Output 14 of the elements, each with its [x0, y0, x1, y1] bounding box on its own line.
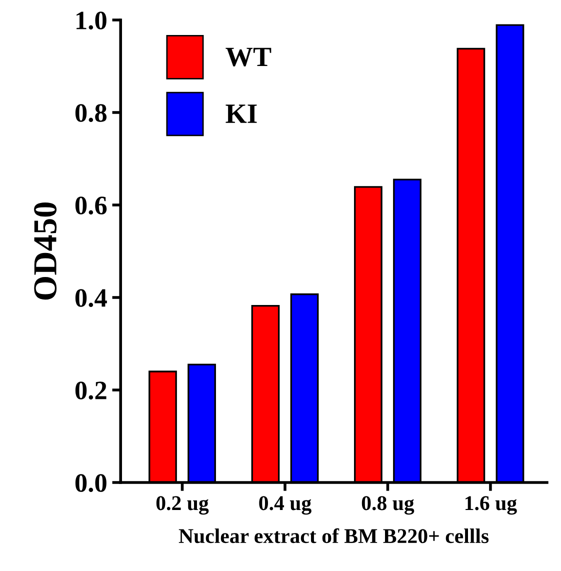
- y-tick-label: 0.2: [75, 382, 106, 400]
- legend-label: WT: [226, 48, 272, 66]
- y-tick-label: 1.0: [76, 12, 106, 30]
- y-tick-label: 0.0: [75, 474, 106, 492]
- x-axis-title: Nuclear extract of BM B220+ cellls: [178, 528, 489, 544]
- y-axis-title: OD450: [34, 202, 57, 300]
- x-tick-label: 1.6 ug: [466, 496, 517, 515]
- y-tick-label: 0.6: [75, 196, 107, 215]
- x-tick-label: 0.8 ug: [362, 496, 414, 515]
- x-tick-label: 0.2 ug: [156, 496, 209, 515]
- legend-label: KI: [226, 104, 257, 123]
- y-tick-label: 0.4: [75, 289, 107, 308]
- x-tick-label: 0.4 ug: [259, 496, 312, 515]
- y-tick-label: 0.8: [75, 104, 107, 122]
